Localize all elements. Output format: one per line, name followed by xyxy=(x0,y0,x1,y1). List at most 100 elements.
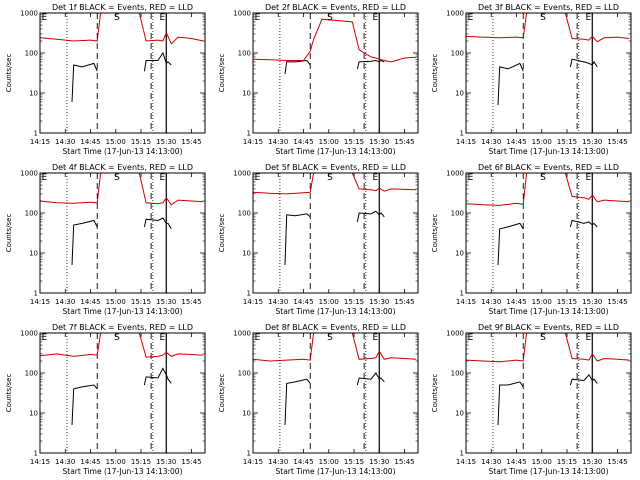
x-tick-label: 14:45 xyxy=(506,138,526,146)
plot-frame xyxy=(39,332,206,454)
x-tick-label: 15:15 xyxy=(131,298,151,306)
y-tick-label: 1 xyxy=(247,290,251,298)
x-tick-label: 14:15 xyxy=(456,298,476,306)
detector-panel-6: Det 6f BLACK = Events, RED = LLD Counts/s… xyxy=(431,163,632,316)
x-axis-label: Start Time (17-Jun-13 14:13:00) xyxy=(489,467,609,476)
x-tick-label: 14:15 xyxy=(30,298,50,306)
events-series-line xyxy=(71,219,98,266)
event-marker-label: E xyxy=(42,333,48,343)
x-tick-label: 14:30 xyxy=(481,458,501,466)
y-axis-label: Counts/sec xyxy=(5,214,13,253)
y-tick-label: 10 xyxy=(242,410,251,418)
x-axis-label: Start Time (17-Jun-13 14:13:00) xyxy=(63,467,183,476)
event-marker-label: E xyxy=(160,173,166,183)
event-marker-label: S xyxy=(114,13,120,23)
y-tick-label: 1000 xyxy=(20,330,38,338)
event-marker-label: E xyxy=(160,333,166,343)
lld-series-line xyxy=(465,332,630,363)
plot-frame xyxy=(465,172,632,294)
y-tick-label: 1 xyxy=(34,450,38,458)
event-marker-label: E xyxy=(586,333,592,343)
events-series-line xyxy=(356,59,385,70)
plot-frame xyxy=(39,172,206,294)
events-series-line xyxy=(284,378,311,426)
y-tick-label: 1000 xyxy=(20,170,38,178)
y-tick-label: 100 xyxy=(238,50,251,58)
x-tick-label: 15:00 xyxy=(106,138,126,146)
x-tick-label: 14:45 xyxy=(293,298,313,306)
y-tick-label: 1 xyxy=(460,290,464,298)
x-tick-label: 14:15 xyxy=(243,458,263,466)
x-tick-label: 14:30 xyxy=(481,298,501,306)
chart-title: Det 2f BLACK = Events, RED = LLD xyxy=(265,3,406,12)
y-axis-label: Counts/sec xyxy=(218,214,226,253)
x-tick-label: 15:15 xyxy=(131,458,151,466)
x-tick-label: 14:30 xyxy=(268,298,288,306)
detector-panel-9: Det 9f BLACK = Events, RED = LLD Counts/s… xyxy=(431,323,632,476)
chart-title: Det 1f BLACK = Events, RED = LLD xyxy=(52,3,193,12)
event-marker-label: S xyxy=(327,13,333,23)
events-series-line xyxy=(71,384,98,426)
x-tick-label: 15:00 xyxy=(532,298,552,306)
y-tick-label: 100 xyxy=(451,210,464,218)
detector-panel-2: Det 2f BLACK = Events, RED = LLD Counts/s… xyxy=(218,3,419,156)
x-tick-label: 15:15 xyxy=(344,138,364,146)
x-tick-label: 15:15 xyxy=(344,298,364,306)
lld-series-line xyxy=(252,172,417,195)
x-axis-label: Start Time (17-Jun-13 14:13:00) xyxy=(276,307,396,316)
lld-series-line xyxy=(252,332,417,362)
plot-frame xyxy=(252,172,419,294)
x-tick-label: 14:15 xyxy=(243,138,263,146)
x-tick-label: 14:30 xyxy=(481,138,501,146)
y-axis-label: Counts/sec xyxy=(218,54,226,93)
lld-series-line xyxy=(465,172,630,206)
y-tick-label: 1 xyxy=(460,130,464,138)
x-tick-label: 15:30 xyxy=(369,138,389,146)
x-tick-label: 14:15 xyxy=(456,138,476,146)
x-tick-label: 14:15 xyxy=(30,138,50,146)
x-tick-label: 14:30 xyxy=(268,458,288,466)
x-tick-label: 15:15 xyxy=(557,138,577,146)
event-marker-label: E xyxy=(468,333,474,343)
lld-series-line xyxy=(39,172,204,206)
x-tick-label: 15:45 xyxy=(394,458,414,466)
x-tick-label: 15:45 xyxy=(394,138,414,146)
y-axis-label: Counts/sec xyxy=(5,54,13,93)
plot-frame xyxy=(465,332,632,454)
y-tick-label: 100 xyxy=(238,210,251,218)
event-marker-label: E xyxy=(255,333,261,343)
y-tick-label: 1000 xyxy=(446,170,464,178)
event-marker-label: S xyxy=(327,173,333,183)
y-tick-label: 10 xyxy=(29,90,38,98)
event-marker-label: S xyxy=(540,333,546,343)
y-tick-label: 10 xyxy=(29,250,38,258)
plot-frame xyxy=(252,332,419,454)
event-marker-label: E xyxy=(255,13,261,23)
x-tick-label: 15:15 xyxy=(557,298,577,306)
x-tick-label: 15:30 xyxy=(156,458,176,466)
x-tick-label: 15:30 xyxy=(582,298,602,306)
y-tick-label: 100 xyxy=(238,370,251,378)
y-tick-label: 1000 xyxy=(446,10,464,18)
y-tick-label: 10 xyxy=(29,410,38,418)
y-tick-label: 1 xyxy=(247,450,251,458)
event-marker-label: E xyxy=(586,173,592,183)
y-axis-label: Counts/sec xyxy=(431,374,439,413)
event-marker-label: E xyxy=(586,13,592,23)
event-marker-label: E xyxy=(373,173,379,183)
events-series-line xyxy=(497,62,524,106)
events-series-line xyxy=(143,217,172,230)
x-tick-label: 15:00 xyxy=(319,138,339,146)
event-marker-label: E xyxy=(255,173,261,183)
y-tick-label: 100 xyxy=(451,370,464,378)
y-tick-label: 1000 xyxy=(233,330,251,338)
y-tick-label: 10 xyxy=(455,90,464,98)
chart-title: Det 4f BLACK = Events, RED = LLD xyxy=(52,163,193,172)
y-tick-label: 10 xyxy=(455,410,464,418)
y-tick-label: 1 xyxy=(34,130,38,138)
x-tick-label: 15:45 xyxy=(181,458,201,466)
x-tick-label: 15:45 xyxy=(181,298,201,306)
event-marker-label: E xyxy=(468,13,474,23)
events-series-line xyxy=(356,372,385,386)
